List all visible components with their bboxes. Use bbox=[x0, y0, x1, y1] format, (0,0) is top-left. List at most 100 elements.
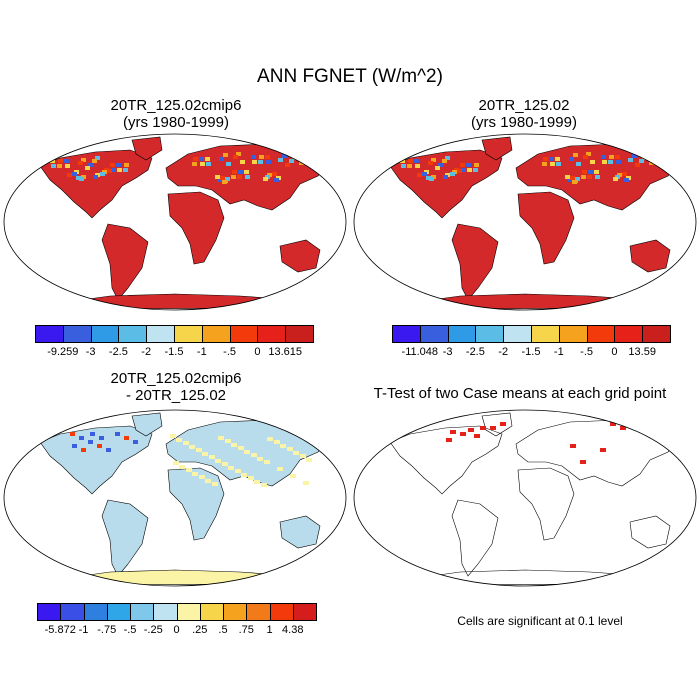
grid-cell bbox=[280, 444, 286, 448]
grid-cell bbox=[225, 177, 230, 181]
continent-africa bbox=[517, 467, 575, 541]
colorbar-swatch bbox=[269, 603, 294, 621]
grid-cell bbox=[556, 162, 561, 166]
grid-cell bbox=[225, 439, 231, 443]
grid-cell bbox=[609, 155, 614, 159]
continent-antarctica bbox=[404, 569, 651, 586]
grid-cell bbox=[107, 169, 112, 173]
grid-cell bbox=[57, 164, 62, 168]
grid-cell bbox=[117, 168, 122, 172]
grid-cell bbox=[241, 473, 247, 477]
grid-cell bbox=[115, 432, 120, 436]
colorbar-difference: -5.872 -1 -.75 -.5 -.25 0 .25 .5 .75 1 4.38 bbox=[37, 603, 317, 639]
map-land-group bbox=[39, 412, 331, 586]
grid-cell bbox=[277, 467, 283, 471]
grid-cell bbox=[259, 155, 264, 159]
grid-cell bbox=[602, 160, 607, 164]
grid-cell bbox=[199, 475, 205, 479]
grid-cell bbox=[100, 172, 105, 176]
continent-africa bbox=[167, 191, 225, 265]
significant-cell bbox=[450, 430, 456, 434]
grid-cell bbox=[543, 157, 548, 161]
grid-cell bbox=[233, 155, 238, 159]
colorbar-case1: -9.259 -3 -2.5 -2 -1.5 -1 -.5 0 13.615 bbox=[35, 325, 314, 361]
significant-cell bbox=[474, 434, 480, 438]
panel2-title-line1: 20TR_125.02 bbox=[478, 97, 570, 114]
panel3-title-line2: - 20TR_125.02 bbox=[125, 387, 227, 404]
grid-cell bbox=[170, 434, 176, 438]
grid-cell bbox=[72, 172, 77, 176]
continent-northAmerica bbox=[39, 425, 153, 495]
grid-cell bbox=[176, 438, 182, 442]
grid-cell bbox=[193, 157, 198, 161]
grid-cell bbox=[306, 458, 312, 462]
significant-cell bbox=[580, 460, 586, 464]
grid-cell bbox=[95, 156, 100, 160]
colorbar-swatch bbox=[531, 325, 560, 343]
grid-cell bbox=[622, 172, 627, 176]
grid-cell bbox=[426, 176, 431, 180]
significant-cell bbox=[570, 444, 576, 448]
grid-cell bbox=[99, 436, 104, 440]
grid-cell bbox=[133, 440, 138, 444]
panel3-title-line1: 20TR_125.02cmip6 bbox=[110, 370, 242, 387]
continent-australia bbox=[629, 239, 671, 273]
grid-cell bbox=[189, 445, 195, 449]
grid-cell bbox=[583, 155, 588, 159]
grid-cell bbox=[92, 159, 97, 163]
grid-cell bbox=[219, 157, 224, 161]
grid-cell bbox=[65, 164, 70, 168]
colorbar-label: -2.5 bbox=[465, 346, 485, 358]
grid-cell bbox=[222, 180, 227, 184]
grid-cell bbox=[244, 450, 250, 454]
colorbar-swatch bbox=[153, 603, 178, 621]
colorbar-case2: -11.048 -3 -2.5 -2 -1.5 -1 -.5 0 13.59 bbox=[392, 325, 671, 361]
grid-cell bbox=[303, 481, 309, 485]
grid-cell bbox=[215, 459, 221, 463]
grid-cell bbox=[632, 154, 637, 158]
continent-greenland bbox=[481, 136, 513, 161]
grid-cell bbox=[81, 448, 86, 452]
colorbar-swatch bbox=[503, 325, 532, 343]
grid-cell bbox=[272, 172, 277, 176]
significant-cell bbox=[490, 426, 496, 430]
continent-antarctica bbox=[404, 293, 651, 310]
grid-cell bbox=[251, 155, 256, 159]
continent-southAmerica bbox=[101, 223, 149, 301]
grid-cell bbox=[110, 163, 115, 167]
panel2-title: 20TR_125.02 (yrs 1980-1999) bbox=[376, 97, 672, 131]
grid-cell bbox=[278, 158, 283, 162]
colorbar-label: -2 bbox=[498, 346, 509, 358]
colorbar-swatch bbox=[176, 603, 201, 621]
grid-cell bbox=[72, 444, 77, 448]
grid-cell bbox=[97, 444, 102, 448]
grid-cell bbox=[285, 163, 290, 167]
colorbar-swatch bbox=[285, 325, 314, 343]
colorbar-label: -1.5 bbox=[164, 346, 184, 358]
colorbar-swatch bbox=[62, 325, 92, 343]
grid-cell bbox=[116, 163, 121, 167]
continent-africa bbox=[517, 191, 575, 265]
grid-cell bbox=[422, 172, 427, 176]
grid-cell bbox=[111, 168, 116, 172]
continent-australia bbox=[279, 239, 321, 273]
continent-southAmerica bbox=[451, 499, 499, 577]
colorbar-swatch bbox=[419, 325, 449, 343]
grid-cell bbox=[282, 154, 287, 158]
grid-cell bbox=[263, 177, 268, 181]
colorbar-label: 0 bbox=[611, 346, 618, 358]
grid-cell bbox=[199, 157, 204, 161]
significant-cell bbox=[480, 426, 486, 430]
colorbar-label: 1 bbox=[266, 624, 273, 636]
grid-cell bbox=[550, 162, 555, 166]
colorbar-swatch bbox=[118, 325, 148, 343]
grid-cell bbox=[442, 159, 447, 163]
ttest-note: Cells are significant at 0.1 level bbox=[457, 614, 623, 628]
grid-cell bbox=[264, 460, 270, 464]
main-title: ANN FGNET (W/m^2) bbox=[257, 66, 443, 87]
grid-cell bbox=[251, 453, 257, 457]
colorbar-label: -.5 bbox=[580, 346, 594, 358]
grid-cell bbox=[588, 170, 593, 174]
colorbar-swatch bbox=[447, 325, 477, 343]
grid-cell bbox=[237, 175, 242, 179]
